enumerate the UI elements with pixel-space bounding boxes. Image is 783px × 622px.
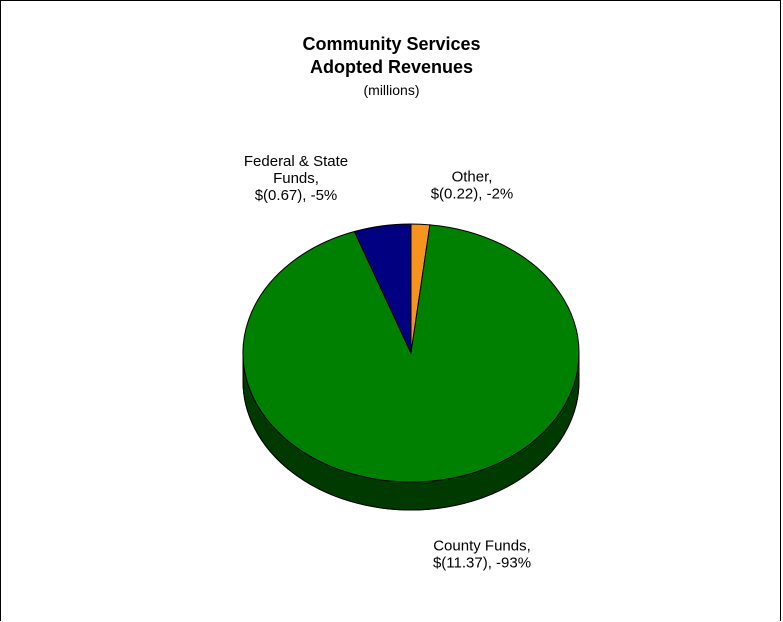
chart-title: Community Services (302, 34, 481, 54)
slice-label-federal-and-state-funds-line-1: Federal & State (244, 153, 348, 170)
slice-label-county-funds-line-1: County Funds, (433, 538, 531, 555)
slice-label-other-line-1: Other, (452, 169, 493, 186)
slice-label-county-funds-line-2: $(11.37), -93% (433, 555, 531, 572)
slice-label-federal-and-state-funds-line-2: Funds, (273, 170, 319, 187)
slice-label-other-line-2: $(0.22), -2% (431, 186, 514, 203)
pie-slice-county-funds (242, 224, 580, 483)
pie-labels: Other,$(0.22), -2% County Funds,$(11.37),… (244, 153, 531, 572)
chart-title-line-2: Adopted Revenues (309, 57, 474, 77)
pie-top (242, 223, 580, 483)
slice-label-federal-and-state-funds-line-3: $(0.67), -5% (255, 187, 338, 204)
pie-slice-federal-and-state-funds (353, 223, 412, 354)
chart-subtitle: (millions) (363, 82, 420, 98)
